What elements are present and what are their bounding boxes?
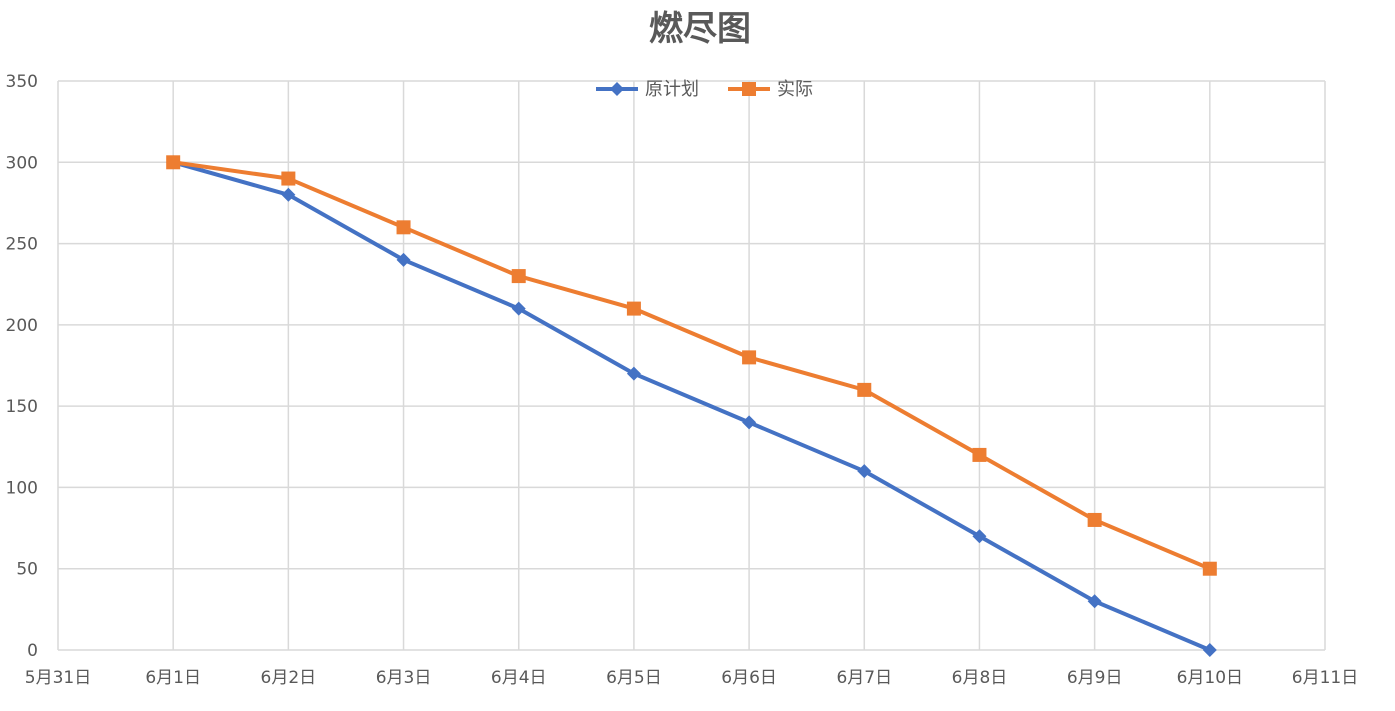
series-line [171, 160, 1212, 652]
legend-item-planned[interactable]: 原计划 [596, 79, 699, 100]
data-point [626, 366, 641, 381]
series-line [171, 160, 1212, 571]
x-tick-label: 5月31日 [25, 668, 91, 688]
data-point [972, 447, 987, 462]
data-point [1087, 594, 1102, 609]
x-tick-label: 6月2日 [261, 668, 317, 688]
legend-label: 实际 [777, 79, 813, 100]
x-tick-label: 6月11日 [1292, 668, 1358, 688]
x-tick-label: 6月6日 [721, 668, 777, 688]
data-point [396, 252, 411, 267]
y-tick-label: 50 [16, 560, 38, 580]
y-tick-label: 0 [27, 641, 38, 661]
x-tick-label: 6月7日 [836, 668, 892, 688]
x-tick-label: 6月1日 [145, 668, 201, 688]
data-point [742, 415, 757, 430]
series-layer [166, 155, 1217, 657]
data-point [857, 464, 872, 479]
data-point [511, 269, 526, 284]
data-point [281, 187, 296, 202]
x-tick-label: 6月9日 [1067, 668, 1123, 688]
x-tick-label: 6月4日 [491, 668, 547, 688]
grid-layer [57, 80, 1326, 651]
data-point [1202, 643, 1217, 657]
series-actual [166, 155, 1217, 576]
y-tick-label: 150 [6, 397, 38, 417]
y-tick-label: 200 [6, 316, 38, 336]
y-tick-label: 350 [6, 72, 38, 92]
y-tick-label: 250 [6, 235, 38, 255]
data-point [1202, 561, 1217, 576]
data-point [166, 155, 181, 170]
y-tick-label: 100 [6, 478, 38, 498]
legend-marker-icon [742, 82, 756, 96]
legend-label: 原计划 [645, 79, 699, 100]
chart-title: 燃尽图 [649, 9, 751, 49]
x-tick-label: 6月5日 [606, 668, 662, 688]
x-tick-label: 6月3日 [376, 668, 432, 688]
data-point [281, 171, 296, 186]
data-point [857, 382, 872, 397]
data-point [1087, 512, 1102, 527]
legend-marker-icon [610, 82, 624, 96]
legend-item-actual[interactable]: 实际 [728, 79, 813, 100]
x-tick-label: 6月8日 [952, 668, 1008, 688]
y-tick-label: 300 [6, 153, 38, 173]
x-tick-label: 6月10日 [1177, 668, 1243, 688]
axis-layer: 0 50 100 150 200 250 300 350 5月31日 6月1日 6月2日 6月3日 6月… [6, 72, 1359, 688]
data-point [511, 301, 526, 316]
data-point [972, 529, 987, 544]
data-point [626, 301, 641, 316]
legend[interactable]: 原计划 实际 [596, 79, 813, 100]
data-point [396, 220, 411, 235]
data-point [742, 350, 757, 365]
